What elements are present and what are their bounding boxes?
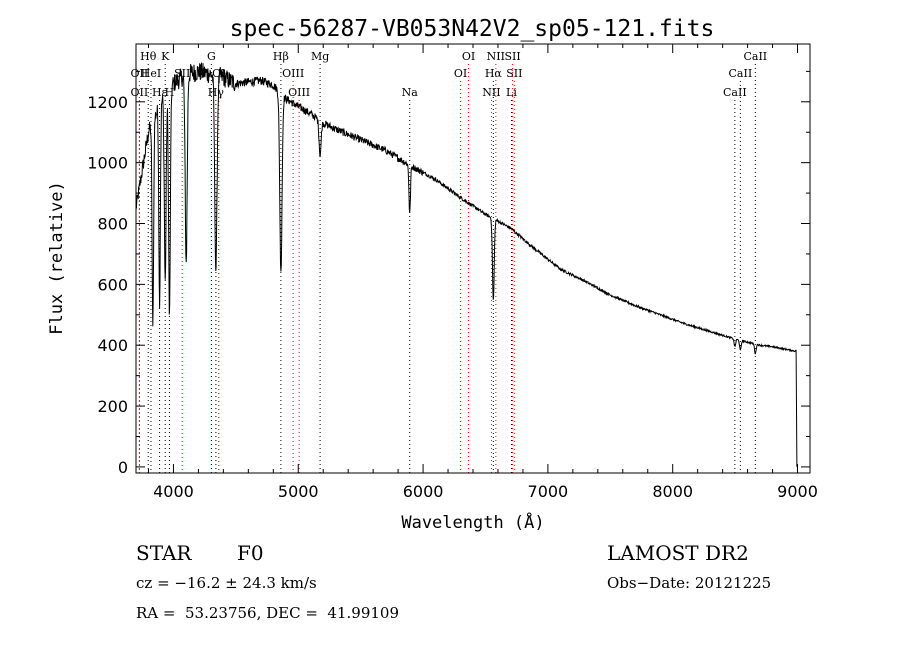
y-tick-label: 600 (97, 275, 128, 294)
spectrum-chart: spec-56287-VB053N42V2_sp05-121.fits Hθ KO… (47, 16, 818, 533)
line-marker-label: Li (506, 86, 517, 99)
object-class: STAR (136, 541, 192, 565)
line-marker-label: OI (454, 67, 467, 80)
spectrum-line (135, 62, 798, 467)
y-tick-label: 200 (97, 397, 128, 416)
x-tick-label: 8000 (652, 482, 693, 501)
redshift-value: cz = −16.2 ± 24.3 km/s (136, 574, 317, 592)
y-axis-label: Flux (relative) (47, 181, 67, 335)
line-marker-label: Hβ (273, 50, 289, 63)
spectral-subclass: F0 (237, 541, 264, 565)
observation-date: Obs−Date: 20121225 (607, 574, 772, 592)
line-marker-label: Mg (311, 50, 329, 63)
x-axis-label: Wavelength (Å) (401, 511, 544, 533)
line-marker-label: G (207, 50, 216, 63)
x-tick-label: 7000 (528, 482, 569, 501)
line-marker-label: Hθ (140, 50, 157, 63)
y-tick-label: 1200 (87, 93, 128, 112)
axes: 4000 5000 6000 7000 8000 9000 0 200 400 600 800 100… (87, 44, 818, 501)
y-tick-label: 1000 (87, 154, 128, 173)
coordinates: RA = 53.23756, DEC = 41.99109 (136, 604, 400, 622)
y-tick-label: 400 (97, 336, 128, 355)
chart-title: spec-56287-VB053N42V2_sp05-121.fits (230, 16, 715, 42)
line-marker-label: CaII (729, 67, 753, 80)
line-marker-label: CaII (723, 86, 747, 99)
line-marker-label: NII (487, 50, 505, 63)
x-tick-label: 4000 (153, 482, 194, 501)
line-marker-label: SII (504, 50, 520, 63)
line-marker-label: HeI (141, 67, 161, 80)
x-tick-label: 9000 (777, 482, 818, 501)
line-marker-label: OIII (288, 86, 310, 99)
line-marker-label: OII (131, 67, 149, 80)
line-marker-label: H (165, 86, 175, 99)
line-marker-label: Na (402, 86, 419, 99)
line-marker-label: Hα (485, 67, 503, 80)
line-marker-label: OII (131, 86, 149, 99)
line-marker-label: OIII (282, 67, 304, 80)
line-marker-label: Hγ (208, 86, 225, 99)
line-marker-label: CaII (743, 50, 767, 63)
x-tick-label: 6000 (403, 482, 444, 501)
line-marker-label: K (161, 50, 170, 63)
plot-frame (135, 43, 811, 474)
y-tick-label: 0 (118, 458, 128, 477)
x-tick-label: 5000 (278, 482, 319, 501)
line-marker-label: OI (462, 50, 475, 63)
line-marker-label: Hε (152, 86, 168, 99)
survey-name: LAMOST DR2 (607, 541, 749, 565)
line-marker-label: SII (506, 67, 522, 80)
y-tick-label: 800 (97, 215, 128, 234)
line-marker-label: NII (482, 86, 500, 99)
